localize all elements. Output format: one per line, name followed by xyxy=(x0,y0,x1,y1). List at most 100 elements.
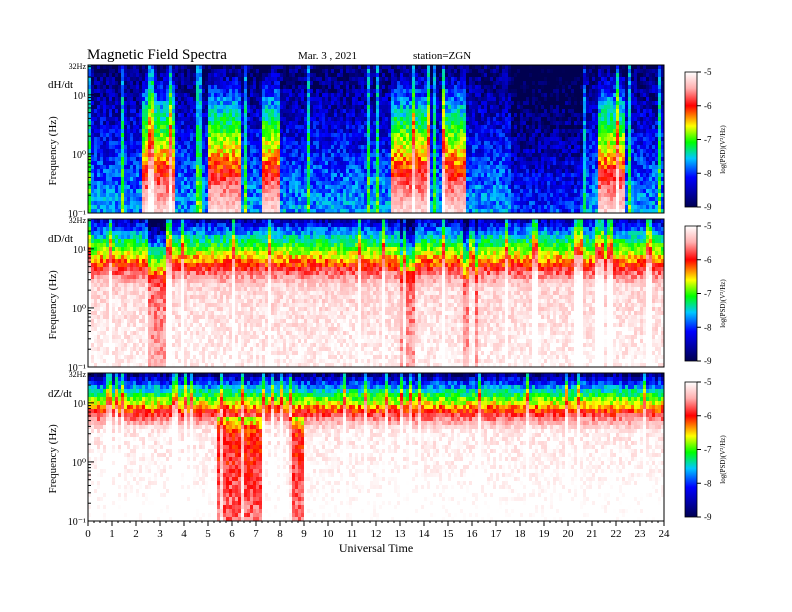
heatmap-cell xyxy=(376,81,379,85)
heatmap-cell xyxy=(334,129,337,133)
heatmap-cell xyxy=(202,173,205,177)
heatmap-cell xyxy=(277,81,280,85)
heatmap-cell xyxy=(328,105,331,109)
heatmap-cell xyxy=(94,149,97,153)
heatmap-cell xyxy=(481,113,484,117)
heatmap-cell xyxy=(331,85,334,89)
heatmap-cell xyxy=(214,89,217,93)
heatmap-cell xyxy=(196,149,199,153)
heatmap-cell xyxy=(226,73,229,77)
heatmap-cell xyxy=(337,173,340,177)
heatmap-cell xyxy=(217,97,220,101)
heatmap-cell xyxy=(487,109,490,113)
heatmap-cell xyxy=(295,81,298,85)
heatmap-cell xyxy=(403,173,406,177)
heatmap-cell xyxy=(412,113,415,117)
heatmap-cell xyxy=(130,125,133,129)
heatmap-cell xyxy=(154,69,157,73)
heatmap-cell xyxy=(355,161,358,165)
heatmap-cell xyxy=(481,109,484,113)
heatmap-cell xyxy=(466,169,469,173)
heatmap-cell xyxy=(148,101,151,105)
heatmap-cell xyxy=(265,173,268,177)
heatmap-cell xyxy=(370,93,373,97)
heatmap-cell xyxy=(403,73,406,77)
heatmap-cell xyxy=(202,137,205,141)
heatmap-cell xyxy=(163,125,166,129)
heatmap-cell xyxy=(193,197,196,201)
heatmap-cell xyxy=(475,181,478,185)
heatmap-cell xyxy=(94,189,97,193)
heatmap-cell xyxy=(292,193,295,197)
heatmap-cell xyxy=(109,141,112,145)
heatmap-cell xyxy=(349,113,352,117)
heatmap-cell xyxy=(175,89,178,93)
heatmap-cell xyxy=(172,185,175,189)
heatmap-cell xyxy=(403,185,406,189)
heatmap-cell xyxy=(91,169,94,173)
heatmap-cell xyxy=(127,125,130,129)
heatmap-cell xyxy=(283,133,286,137)
heatmap-cell xyxy=(406,197,409,201)
heatmap-cell xyxy=(133,77,136,81)
heatmap-cell xyxy=(466,129,469,133)
heatmap-cell xyxy=(115,89,118,93)
heatmap-cell xyxy=(238,193,241,197)
heatmap-cell xyxy=(337,97,340,101)
heatmap-cell xyxy=(289,141,292,145)
heatmap-cell xyxy=(154,137,157,141)
heatmap-cell xyxy=(445,169,448,173)
heatmap-cell xyxy=(322,133,325,137)
heatmap-cell xyxy=(289,65,292,69)
heatmap-cell xyxy=(424,161,427,165)
heatmap-cell xyxy=(385,185,388,189)
heatmap-cell xyxy=(385,173,388,177)
heatmap-cell xyxy=(466,133,469,137)
heatmap-cell xyxy=(244,69,247,73)
heatmap-cell xyxy=(166,177,169,181)
heatmap-cell xyxy=(376,89,379,93)
heatmap-cell xyxy=(157,109,160,113)
heatmap-cell xyxy=(115,141,118,145)
heatmap-cell xyxy=(166,89,169,93)
heatmap-cell xyxy=(343,193,346,197)
heatmap-cell xyxy=(295,85,298,89)
heatmap-cell xyxy=(385,157,388,161)
heatmap-cell xyxy=(412,169,415,173)
heatmap-cell xyxy=(274,93,277,97)
heatmap-cell xyxy=(175,77,178,81)
heatmap-cell xyxy=(451,93,454,97)
heatmap-cell xyxy=(334,185,337,189)
heatmap-cell xyxy=(355,65,358,69)
heatmap-cell xyxy=(352,81,355,85)
heatmap-cell xyxy=(211,133,214,137)
heatmap-cell xyxy=(124,177,127,181)
heatmap-cell xyxy=(163,133,166,137)
heatmap-cell xyxy=(481,185,484,189)
heatmap-cell xyxy=(154,81,157,85)
heatmap-cell xyxy=(217,65,220,69)
heatmap-cell xyxy=(415,165,418,169)
heatmap-cell xyxy=(490,177,493,181)
heatmap-cell xyxy=(112,177,115,181)
heatmap-cell xyxy=(178,77,181,81)
heatmap-cell xyxy=(157,117,160,121)
heatmap-cell xyxy=(373,193,376,197)
heatmap-cell xyxy=(148,85,151,89)
heatmap-cell xyxy=(286,101,289,105)
heatmap-cell xyxy=(391,185,394,189)
heatmap-cell xyxy=(325,129,328,133)
heatmap-cell xyxy=(397,93,400,97)
heatmap-cell xyxy=(157,153,160,157)
heatmap-cell xyxy=(322,73,325,77)
heatmap-cell xyxy=(361,177,364,181)
heatmap-cell xyxy=(169,93,172,97)
heatmap-cell xyxy=(94,121,97,125)
heatmap-cell xyxy=(265,65,268,69)
heatmap-cell xyxy=(238,93,241,97)
heatmap-cell xyxy=(382,73,385,77)
heatmap-cell xyxy=(409,97,412,101)
heatmap-cell xyxy=(283,125,286,129)
heatmap-cell xyxy=(157,65,160,69)
heatmap-cell xyxy=(235,157,238,161)
